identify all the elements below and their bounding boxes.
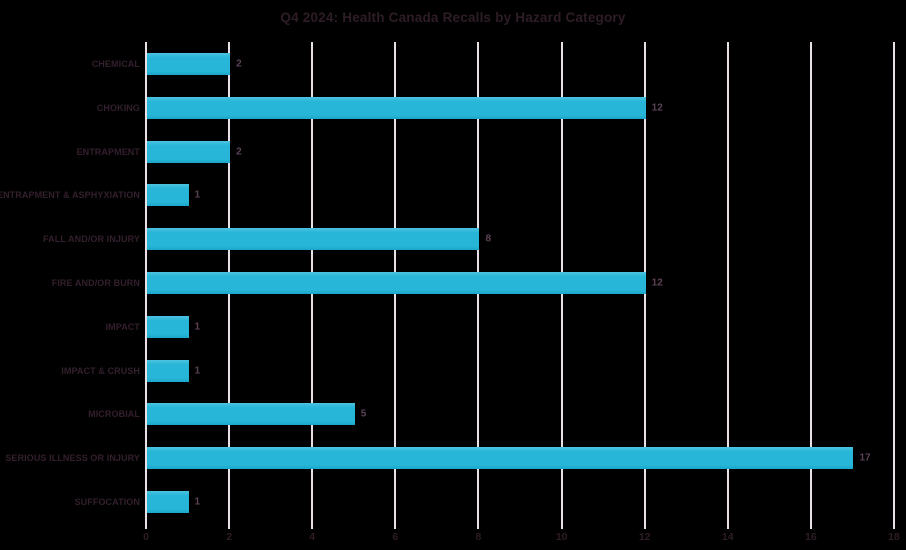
bar bbox=[147, 315, 189, 338]
bar-value-label: 8 bbox=[485, 233, 491, 245]
x-tick-label: 6 bbox=[392, 531, 399, 543]
bar bbox=[147, 228, 480, 251]
gridline bbox=[726, 42, 729, 529]
category-label: ENTRAPMENT bbox=[76, 146, 140, 157]
x-tick-label: 4 bbox=[309, 531, 316, 543]
bar-value-label: 5 bbox=[360, 408, 367, 420]
gridline bbox=[893, 42, 895, 529]
category-label: IMPACT bbox=[105, 321, 140, 332]
x-tick-label: 10 bbox=[555, 531, 568, 543]
plot-area bbox=[145, 42, 895, 529]
category-label: FALL AND/OR INJURY bbox=[43, 234, 140, 245]
bar-value-label: 1 bbox=[194, 189, 201, 201]
category-label: FIRE AND/OR BURN bbox=[51, 278, 140, 288]
bar-value-label: 2 bbox=[236, 58, 242, 70]
bar-value-label: 1 bbox=[194, 321, 201, 333]
category-label: SUFFOCATION bbox=[74, 497, 140, 508]
category-label: CHEMICAL bbox=[91, 58, 140, 69]
category-label: IMPACT & CRUSH bbox=[61, 365, 140, 376]
bar bbox=[147, 491, 189, 514]
bar bbox=[147, 447, 854, 470]
bar-value-label: 1 bbox=[194, 365, 201, 377]
bar-value-label: 12 bbox=[651, 102, 663, 114]
bar bbox=[147, 96, 646, 119]
x-tick-label: 8 bbox=[475, 531, 482, 543]
bar bbox=[147, 272, 646, 294]
x-tick-label: 14 bbox=[721, 531, 734, 543]
x-tick-label: 12 bbox=[638, 531, 651, 543]
bar-value-label: 12 bbox=[651, 277, 663, 289]
bar bbox=[147, 184, 189, 207]
gridline bbox=[145, 42, 147, 529]
bar bbox=[147, 140, 231, 163]
category-label: MICROBIAL bbox=[88, 409, 140, 420]
category-label: SERIOUS ILLNESS OR INJURY bbox=[5, 453, 140, 464]
bar-value-label: 1 bbox=[194, 496, 201, 508]
category-label: CHOKING bbox=[96, 102, 140, 113]
bar bbox=[147, 359, 189, 382]
bar-value-label: 17 bbox=[859, 452, 871, 464]
category-label: ENTRAPMENT & ASPHYXIATION bbox=[0, 190, 140, 201]
x-tick-label: 0 bbox=[143, 531, 149, 543]
gridline bbox=[809, 42, 812, 529]
bar bbox=[147, 52, 231, 75]
bar bbox=[147, 403, 355, 426]
x-tick-label: 16 bbox=[805, 531, 817, 543]
chart-title: Q4 2024: Health Canada Recalls by Hazard… bbox=[280, 10, 626, 25]
bar-value-label: 2 bbox=[236, 146, 242, 158]
x-tick-label: 2 bbox=[226, 531, 233, 543]
x-tick-label: 18 bbox=[888, 531, 900, 543]
